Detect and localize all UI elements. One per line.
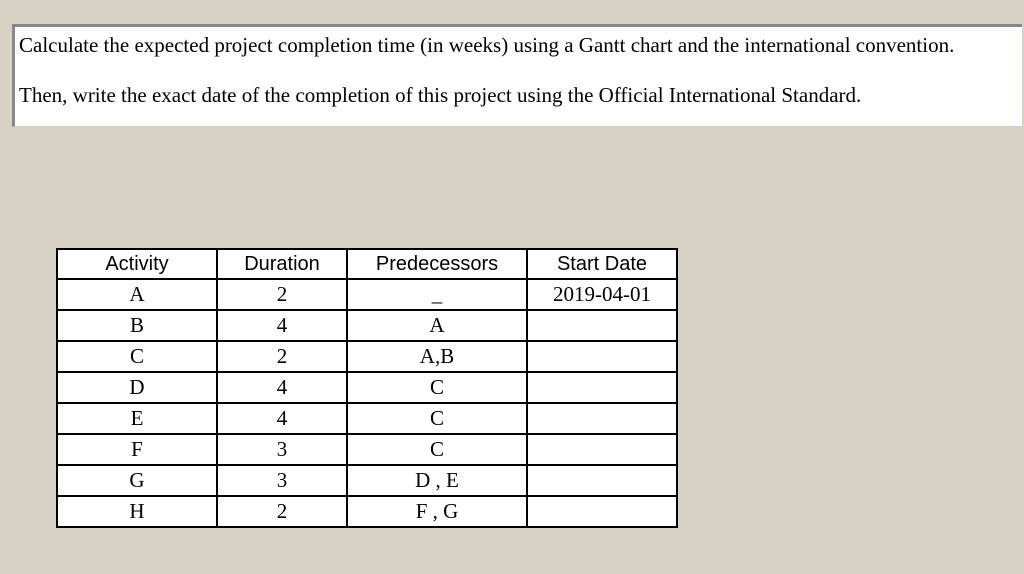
cell-start_date xyxy=(527,496,677,527)
cell-start_date xyxy=(527,310,677,341)
cell-duration: 4 xyxy=(217,310,347,341)
cell-start_date xyxy=(527,434,677,465)
col-header-activity: Activity xyxy=(57,249,217,279)
activity-table: Activity Duration Predecessors Start Dat… xyxy=(56,248,678,528)
cell-start_date xyxy=(527,465,677,496)
cell-activity: F xyxy=(57,434,217,465)
cell-duration: 4 xyxy=(217,403,347,434)
cell-duration: 4 xyxy=(217,372,347,403)
cell-predecessors: D , E xyxy=(347,465,527,496)
col-header-predecessors: Predecessors xyxy=(347,249,527,279)
cell-start_date xyxy=(527,372,677,403)
cell-activity: B xyxy=(57,310,217,341)
cell-activity: E xyxy=(57,403,217,434)
cell-start_date xyxy=(527,341,677,372)
cell-predecessors: C xyxy=(347,372,527,403)
cell-activity: H xyxy=(57,496,217,527)
col-header-duration: Duration xyxy=(217,249,347,279)
col-header-start-date: Start Date xyxy=(527,249,677,279)
cell-duration: 2 xyxy=(217,496,347,527)
table-row: H2F , G xyxy=(57,496,677,527)
cell-duration: 2 xyxy=(217,279,347,310)
cell-predecessors: F , G xyxy=(347,496,527,527)
cell-predecessors: C xyxy=(347,403,527,434)
table-row: G3D , E xyxy=(57,465,677,496)
table-row: D4C xyxy=(57,372,677,403)
cell-predecessors: A xyxy=(347,310,527,341)
activity-table-container: Activity Duration Predecessors Start Dat… xyxy=(56,248,678,528)
table-row: E4C xyxy=(57,403,677,434)
cell-activity: G xyxy=(57,465,217,496)
cell-predecessors: _ xyxy=(347,279,527,310)
cell-activity: A xyxy=(57,279,217,310)
table-row: A2_2019-04-01 xyxy=(57,279,677,310)
cell-start_date: 2019-04-01 xyxy=(527,279,677,310)
cell-predecessors: A,B xyxy=(347,341,527,372)
question-box: Calculate the expected project completio… xyxy=(12,24,1022,127)
table-header-row: Activity Duration Predecessors Start Dat… xyxy=(57,249,677,279)
cell-duration: 3 xyxy=(217,434,347,465)
cell-predecessors: C xyxy=(347,434,527,465)
table-row: F3C xyxy=(57,434,677,465)
cell-duration: 2 xyxy=(217,341,347,372)
question-paragraph-1: Calculate the expected project completio… xyxy=(19,31,1016,59)
cell-duration: 3 xyxy=(217,465,347,496)
cell-activity: C xyxy=(57,341,217,372)
cell-start_date xyxy=(527,403,677,434)
table-row: C2A,B xyxy=(57,341,677,372)
table-row: B4A xyxy=(57,310,677,341)
cell-activity: D xyxy=(57,372,217,403)
question-paragraph-2: Then, write the exact date of the comple… xyxy=(19,81,1016,109)
table-body: A2_2019-04-01B4AC2A,BD4CE4CF3CG3D , EH2F… xyxy=(57,279,677,527)
